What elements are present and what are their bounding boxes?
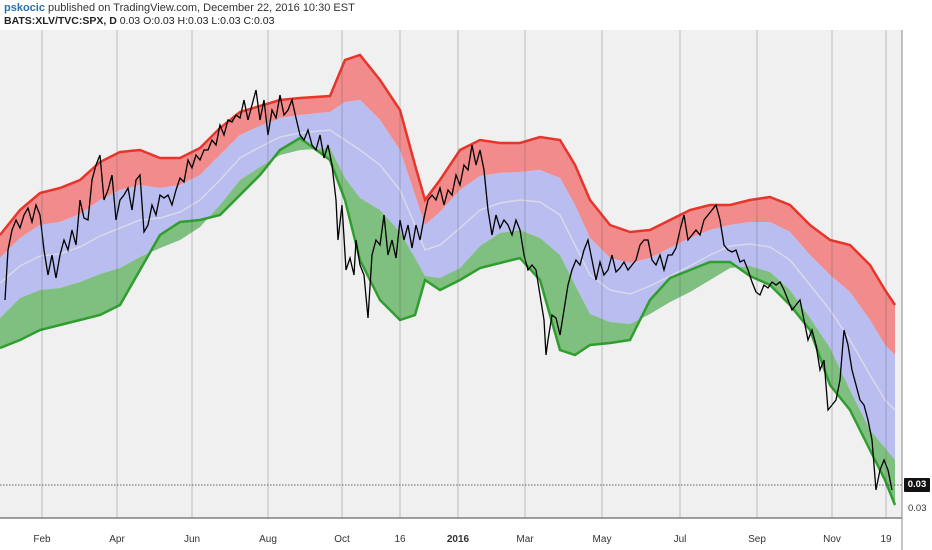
grid-lines: [41, 30, 887, 518]
time-axis: Feb Apr Jun Aug Oct 16 2016 Mar May Jul Sep Nov 19: [33, 534, 892, 545]
ohlc-values: 0.03 O:0.03 H:0.03 L:0.03 C:0.03: [116, 15, 275, 27]
publish-header: pskocic published on TradingView.com, De…: [4, 1, 355, 15]
x-tick-label: 2016: [447, 534, 470, 545]
x-tick-label: Jun: [184, 534, 200, 545]
chart-area[interactable]: Feb Apr Jun Aug Oct 16 2016 Mar May Jul Sep Nov 19: [0, 30, 932, 550]
x-tick-label: 19: [880, 534, 892, 545]
x-tick-label: Feb: [33, 534, 51, 545]
midline: [0, 129, 896, 411]
x-tick-label: Apr: [109, 534, 125, 545]
x-tick-label: 16: [394, 534, 406, 545]
symbol-line: BATS:XLV/TVC:SPX, D 0.03 O:0.03 H:0.03 L…: [4, 15, 274, 28]
current-price-badge: 0.03: [904, 478, 930, 492]
x-tick-label: Mar: [516, 534, 534, 545]
x-tick-label: Jul: [674, 534, 687, 545]
x-tick-label: Nov: [823, 534, 841, 545]
upper-band-line: [0, 53, 897, 306]
lower-band-line: [0, 136, 897, 506]
upper-band-fill: [0, 55, 895, 355]
price-axis-label: 0.03: [908, 503, 927, 514]
symbol-name: BATS:XLV/TVC:SPX, D: [4, 15, 117, 27]
x-tick-label: Oct: [334, 534, 350, 545]
middle-band-fill: [0, 100, 895, 460]
x-tick-label: Aug: [259, 534, 277, 545]
price-line: [4, 89, 893, 491]
publish-info: published on TradingView.com, December 2…: [44, 2, 355, 14]
x-tick-label: May: [593, 534, 612, 545]
x-tick-label: Sep: [748, 534, 766, 545]
author-name[interactable]: pskocic: [4, 2, 45, 14]
